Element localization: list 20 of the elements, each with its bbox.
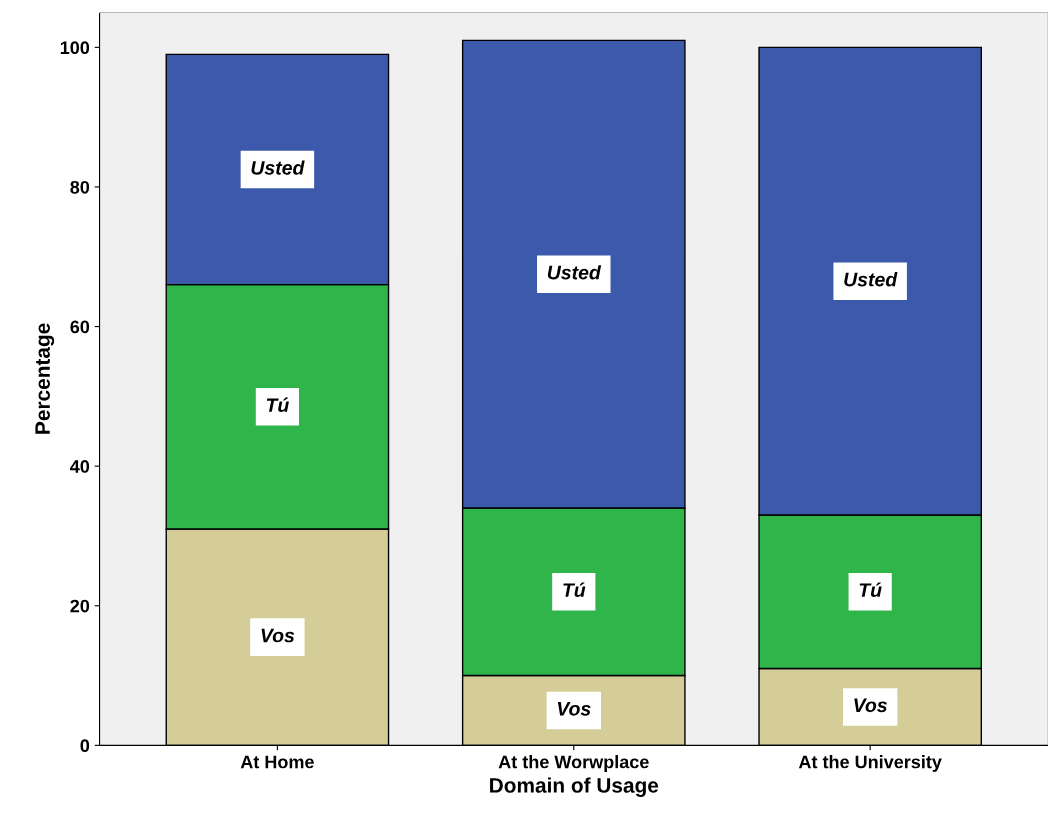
text: Tú [563,582,586,597]
series-label: Vos [557,702,591,716]
y-tick-label: 80 [70,180,90,194]
series-label: Usted [547,265,602,280]
x-tick-label: At Home [240,755,314,769]
text: Usted [844,272,898,287]
text: Vos [854,698,887,713]
y-axis-title: Percentage [35,323,55,434]
y-tick-label: 100 [60,41,90,55]
x-tick-label: At the University [798,755,942,772]
x-tick-label: At the Worwplace [498,755,649,772]
x-axis-title: Domain of Usage [490,777,659,797]
y-tick-label: 20 [70,599,90,613]
series-label: Tú [859,582,882,597]
y-tick-label: 60 [70,320,90,334]
text: Vos [261,628,295,643]
y-tick-label: 0 [80,739,90,753]
y-tick-label: 40 [70,460,90,473]
text: Tú [266,397,289,413]
text: Usted [251,160,305,175]
